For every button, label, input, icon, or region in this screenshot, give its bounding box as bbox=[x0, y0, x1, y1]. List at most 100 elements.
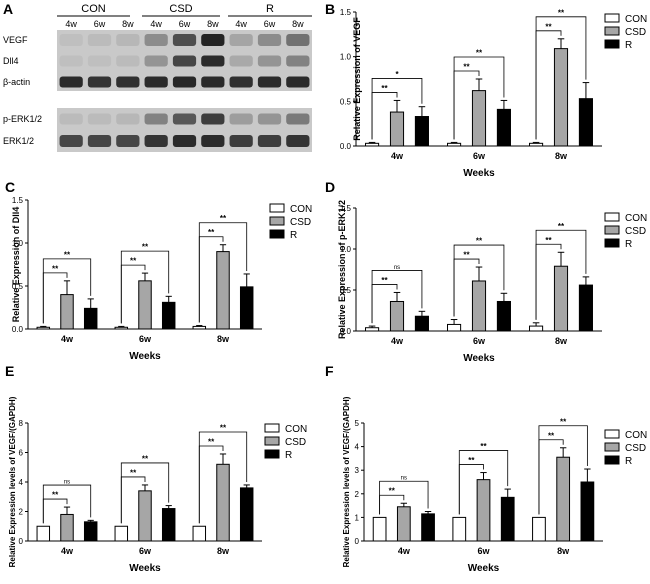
bar-csd bbox=[60, 513, 74, 542]
bar-csd bbox=[138, 490, 152, 542]
panel-label: C bbox=[5, 179, 15, 195]
blot-band bbox=[59, 55, 83, 67]
bar-con bbox=[372, 516, 387, 542]
blot-band bbox=[257, 34, 282, 46]
y-tick-label: 1.0 bbox=[340, 245, 352, 254]
legend-label: R bbox=[290, 230, 297, 241]
chart-panel-f: F 0 1 2 3 4 5 Relative Expression levels of VEG… bbox=[325, 363, 647, 574]
blot-group-label: CON bbox=[81, 3, 106, 15]
y-tick-label: 0.0 bbox=[340, 142, 352, 151]
bar-r bbox=[578, 284, 593, 332]
blot-band bbox=[286, 55, 310, 67]
y-tick-label: 1 bbox=[355, 513, 360, 522]
x-axis-title: Weeks bbox=[129, 563, 161, 574]
blot-band bbox=[144, 34, 168, 46]
chart-panel-c: C 0.0 0.5 1.0 1.5 Relative Expression of Dll4… bbox=[5, 179, 312, 362]
legend-label: CON bbox=[285, 424, 307, 435]
blot-band bbox=[144, 76, 168, 88]
blot-band bbox=[257, 135, 282, 147]
blot-lane-label: 4w bbox=[65, 19, 77, 29]
legend-label: CSD bbox=[290, 217, 311, 228]
blot-row-label: p-ERK1/2 bbox=[3, 114, 42, 124]
significance-label: * bbox=[395, 70, 399, 79]
significance-bracket bbox=[538, 425, 588, 515]
blot-lane-label: 6w bbox=[94, 19, 106, 29]
panel-label-a: A bbox=[3, 1, 13, 17]
x-axis-title: Weeks bbox=[468, 563, 500, 574]
significance-label: ** bbox=[208, 437, 215, 446]
legend-label: CON bbox=[625, 14, 647, 25]
legend-swatch-r bbox=[264, 449, 280, 459]
x-tick-label: 8w bbox=[555, 336, 568, 346]
y-axis-title: Relative Expression levels of VEGF/(GAPD… bbox=[342, 396, 351, 567]
significance-bracket bbox=[453, 244, 505, 317]
legend-label: CON bbox=[625, 430, 647, 441]
blot-group-label: R bbox=[266, 3, 274, 15]
legend-label: R bbox=[625, 239, 632, 250]
bar-con bbox=[529, 325, 544, 332]
significance-label: ** bbox=[64, 250, 71, 259]
bar-con bbox=[192, 325, 207, 330]
legend-swatch-csd bbox=[604, 225, 620, 235]
legend-swatch-r bbox=[604, 238, 620, 248]
blot-band bbox=[201, 135, 225, 147]
bar-con bbox=[114, 525, 129, 542]
x-tick-label: 6w bbox=[473, 336, 486, 346]
blot-band bbox=[59, 76, 83, 88]
y-tick-label: 4 bbox=[355, 443, 360, 452]
significance-label: ** bbox=[220, 423, 227, 432]
blot-band bbox=[201, 55, 225, 67]
blot-band bbox=[286, 34, 310, 46]
blot-band bbox=[229, 34, 253, 46]
significance-label: ns bbox=[401, 476, 407, 482]
significance-label: ** bbox=[476, 237, 483, 246]
blot-band bbox=[116, 34, 140, 46]
legend-label: R bbox=[625, 40, 632, 51]
significance-label: ** bbox=[142, 243, 149, 252]
blot-band bbox=[229, 55, 253, 67]
bar-r bbox=[83, 307, 98, 330]
bar-csd bbox=[216, 251, 230, 330]
bar-csd bbox=[138, 280, 152, 330]
y-tick-label: 0.5 bbox=[12, 282, 24, 291]
blot-band bbox=[257, 113, 282, 125]
legend-swatch-con bbox=[269, 203, 285, 213]
blot-band bbox=[172, 113, 197, 125]
legend-label: CSD bbox=[625, 443, 646, 454]
significance-bracket bbox=[42, 484, 92, 524]
y-tick-label: 4 bbox=[19, 478, 24, 487]
significance-label: ** bbox=[558, 222, 565, 231]
y-tick-label: 3 bbox=[355, 466, 360, 475]
x-tick-label: 8w bbox=[217, 546, 230, 556]
blot-band bbox=[201, 113, 225, 125]
blot-lane-label: 6w bbox=[179, 19, 191, 29]
x-tick-label: 6w bbox=[139, 334, 152, 344]
western-blot-panel: A CON CSD R 4w 6w 8w 4w 6w 8w 4w 6w 8w VEGF Dll4 β-a… bbox=[3, 1, 312, 152]
legend-label: CSD bbox=[285, 437, 306, 448]
x-tick-label: 4w bbox=[391, 151, 404, 161]
blot-band bbox=[87, 76, 112, 88]
blot-band bbox=[87, 34, 112, 46]
y-tick-label: 0 bbox=[19, 537, 24, 546]
x-axis-title: Weeks bbox=[463, 353, 495, 364]
significance-label: ** bbox=[208, 228, 215, 237]
x-tick-label: 8w bbox=[557, 546, 570, 556]
significance-label: ** bbox=[468, 456, 475, 465]
x-tick-label: 4w bbox=[61, 334, 74, 344]
legend-label: CON bbox=[625, 213, 647, 224]
y-tick-label: 1.5 bbox=[340, 8, 352, 17]
bar-csd bbox=[556, 456, 571, 542]
blot-band bbox=[286, 135, 310, 147]
blot-band bbox=[201, 34, 225, 46]
y-axis-title: Relative Expression levels of VEGF/(GAPD… bbox=[8, 396, 17, 567]
significance-label: ** bbox=[548, 431, 555, 440]
blot-row-label: VEGF bbox=[3, 35, 28, 45]
bar-r bbox=[580, 481, 595, 542]
legend-swatch-con bbox=[604, 429, 620, 439]
significance-bracket bbox=[458, 450, 509, 515]
legend-label: CSD bbox=[625, 27, 646, 38]
x-tick-label: 4w bbox=[398, 546, 411, 556]
significance-label: ** bbox=[463, 63, 470, 72]
